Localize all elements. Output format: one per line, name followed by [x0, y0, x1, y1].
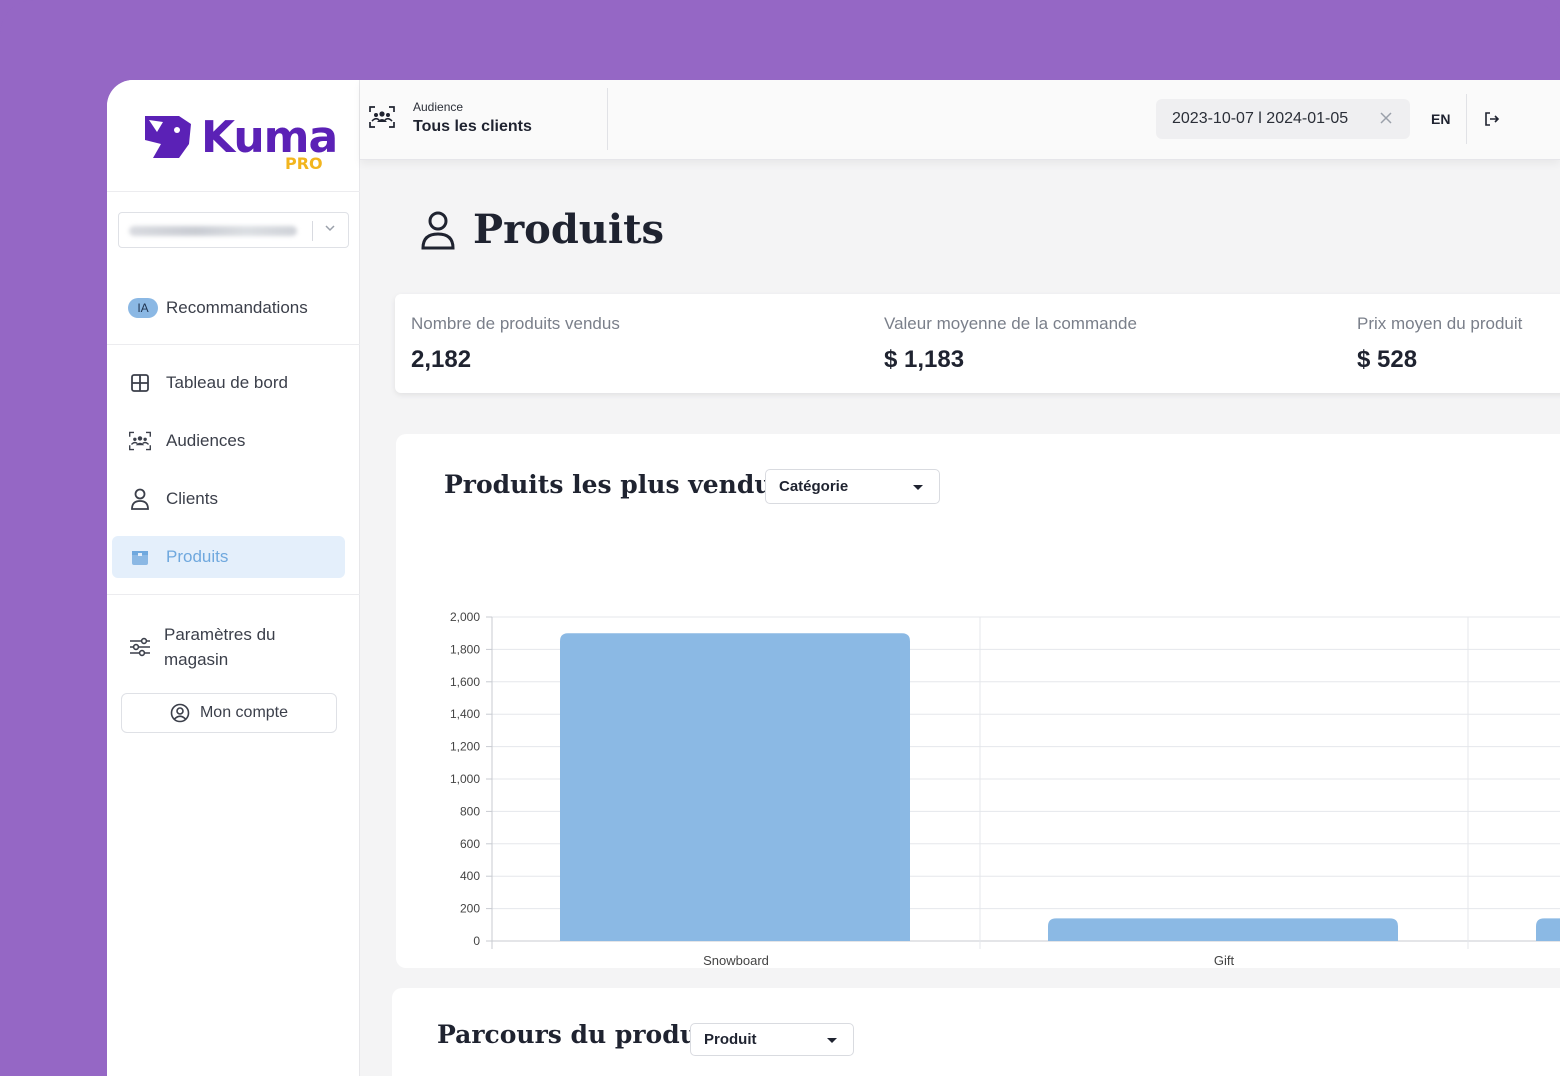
sidebar-item-label: Audiences [166, 431, 246, 450]
top-bar: Audience Tous les clients 2023-10-07 l 2… [360, 80, 1560, 160]
store-select[interactable] [118, 212, 349, 248]
audience-icon [128, 429, 152, 453]
logout-icon[interactable] [1483, 110, 1501, 128]
y-tick-label: 2,000 [450, 610, 480, 624]
x-tick-label: Snowboard [703, 953, 769, 968]
my-account-button[interactable]: Mon compte [121, 693, 337, 733]
sidebar-item-label: Clients [166, 489, 218, 508]
bar [1048, 918, 1398, 941]
bar [560, 633, 910, 941]
kpi-products-sold: Nombre de produits vendus 2,182 [411, 314, 620, 374]
top-products-title: Produits les plus vendus [444, 470, 787, 499]
sidebar-item-label: Paramètres du magasin [164, 625, 276, 669]
divider [607, 88, 608, 150]
product-journey-title: Parcours du produit [437, 1020, 719, 1049]
select-value: Produit [704, 1031, 757, 1048]
app-window: Kuma PRO IA Recommandations Tableau de b… [107, 80, 1560, 1076]
kpi-average-order-value: Valeur moyenne de la commande $ 1,183 [884, 314, 1137, 374]
kpi-label: Prix moyen du produit [1357, 314, 1523, 333]
category-select[interactable]: Catégorie [765, 469, 940, 504]
sidebar-item-recommandations[interactable]: IA Recommandations [112, 287, 345, 329]
kuma-logo-icon [145, 116, 191, 158]
store-name-blurred [129, 226, 297, 236]
top-products-bar-chart: 0 200 400 600 800 1,000 1,200 1,400 1,600 1,800 2,… [450, 610, 1560, 968]
divider [107, 594, 360, 595]
divider [107, 344, 360, 345]
ia-badge: IA [128, 298, 158, 318]
y-tick-label: 1,600 [450, 675, 480, 689]
divider [107, 191, 360, 192]
sidebar-item-produits[interactable]: Produits [112, 536, 345, 578]
audience-label: Audience [413, 100, 464, 114]
date-range-picker[interactable]: 2023-10-07 l 2024-01-05 [1156, 99, 1410, 139]
y-tick-label: 1,800 [450, 642, 480, 656]
select-divider [312, 221, 313, 241]
grid-icon [128, 371, 152, 395]
x-tick-label: Gift [1214, 953, 1235, 968]
y-tick-label: 1,400 [450, 707, 480, 721]
kpi-card: Nombre de produits vendus 2,182 Valeur m… [395, 294, 1560, 393]
product-select[interactable]: Produit [690, 1023, 854, 1056]
kpi-average-product-price: Prix moyen du produit $ 528 [1357, 314, 1522, 374]
y-tick-label: 1,000 [450, 772, 480, 786]
account-label: Mon compte [199, 704, 289, 721]
sliders-icon [128, 635, 152, 659]
sidebar-item-audiences[interactable]: Audiences [112, 420, 345, 462]
sidebar: Kuma PRO IA Recommandations Tableau de b… [107, 80, 360, 1076]
sidebar-item-clients[interactable]: Clients [112, 478, 345, 520]
audience-selector[interactable]: Tous les clients [413, 118, 532, 135]
y-tick-label: 400 [460, 869, 480, 883]
user-icon [128, 487, 152, 511]
sidebar-item-label: Recommandations [166, 298, 308, 317]
caret-down-icon [827, 1038, 837, 1043]
sidebar-item-parametres[interactable]: Paramètres du magasin [112, 620, 345, 674]
kpi-value: $ 528 [1357, 346, 1418, 373]
box-icon [128, 545, 152, 569]
y-tick-label: 1,200 [450, 740, 480, 754]
kpi-value: 2,182 [411, 346, 472, 373]
kuma-logo[interactable]: Kuma PRO [143, 110, 338, 174]
kpi-label: Valeur moyenne de la commande [884, 314, 1137, 333]
bar [1536, 918, 1560, 941]
logo-wordmark: Kuma [201, 112, 338, 163]
top-products-card: Produits les plus vendus Catégorie 0 200 4… [396, 434, 1560, 968]
kpi-label: Nombre de produits vendus [411, 314, 620, 333]
kpi-value: $ 1,183 [884, 346, 965, 373]
account-circle-icon [170, 703, 190, 723]
audience-icon [369, 106, 395, 128]
product-journey-card: Parcours du produit Produit [392, 988, 1560, 1076]
logo-tier: PRO [285, 154, 323, 173]
user-icon [421, 211, 455, 250]
y-tick-label: 800 [460, 804, 480, 818]
sidebar-item-label: Tableau de bord [166, 373, 288, 392]
close-icon[interactable] [1378, 110, 1394, 126]
divider [1466, 94, 1467, 144]
y-tick-label: 0 [473, 934, 480, 948]
select-value: Catégorie [779, 478, 849, 495]
sidebar-item-tableau-de-bord[interactable]: Tableau de bord [112, 362, 345, 404]
page-title: Produits [473, 206, 665, 253]
sidebar-item-label: Produits [166, 547, 229, 566]
date-range-value: 2023-10-07 l 2024-01-05 [1172, 110, 1349, 127]
y-tick-label: 600 [460, 837, 480, 851]
caret-down-icon [913, 485, 923, 490]
language-toggle[interactable]: EN [1431, 111, 1451, 127]
chevron-down-icon [325, 225, 335, 232]
y-tick-label: 200 [460, 902, 480, 916]
